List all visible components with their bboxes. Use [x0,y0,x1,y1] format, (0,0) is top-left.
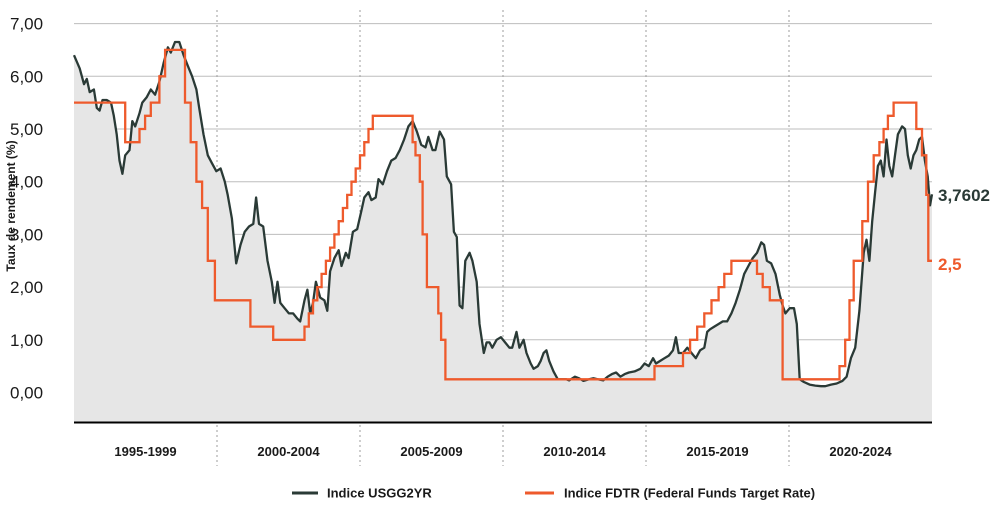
x-period-label: 1995-1999 [114,444,176,459]
y-tick-label: 5,00 [10,120,43,139]
fdtr-end-label: 2,5 [938,255,962,274]
usgg2yr-series-line [72,40,934,388]
y-tick-label: 1,00 [10,331,43,350]
legend: Indice USGG2YR Indice FDTR (Federal Fund… [292,486,815,501]
y-axis-label: Taux de rendement (%) [4,140,18,271]
y-tick-label: 2,00 [10,278,43,297]
y-axis: 7,00 6,00 5,00 4,00 3,00 2,00 1,00 0,00 [10,15,43,403]
x-period-label: 2000-2004 [257,444,320,459]
y-tick-label: 0,00 [10,384,43,403]
y-tick-label: 7,00 [10,15,43,34]
usgg2yr-area-fill [74,42,932,422]
legend-label-usgg2yr: Indice USGG2YR [327,486,432,501]
x-period-label: 2005-2009 [400,444,462,459]
x-period-label: 2020-2024 [829,444,892,459]
x-period-label: 2010-2014 [543,444,606,459]
usgg2yr-end-label: 3,7602 [938,186,990,205]
fdtr-series-line [74,48,932,381]
y-tick-label: 3,00 [10,225,43,244]
legend-label-fdtr: Indice FDTR (Federal Funds Target Rate) [564,486,815,501]
y-tick-label: 6,00 [10,67,43,86]
x-period-label: 2015-2019 [686,444,748,459]
y-tick-label: 4,00 [10,173,43,192]
x-axis-periods: 1995-1999 2000-2004 2005-2009 2010-2014 2015… [114,444,892,459]
